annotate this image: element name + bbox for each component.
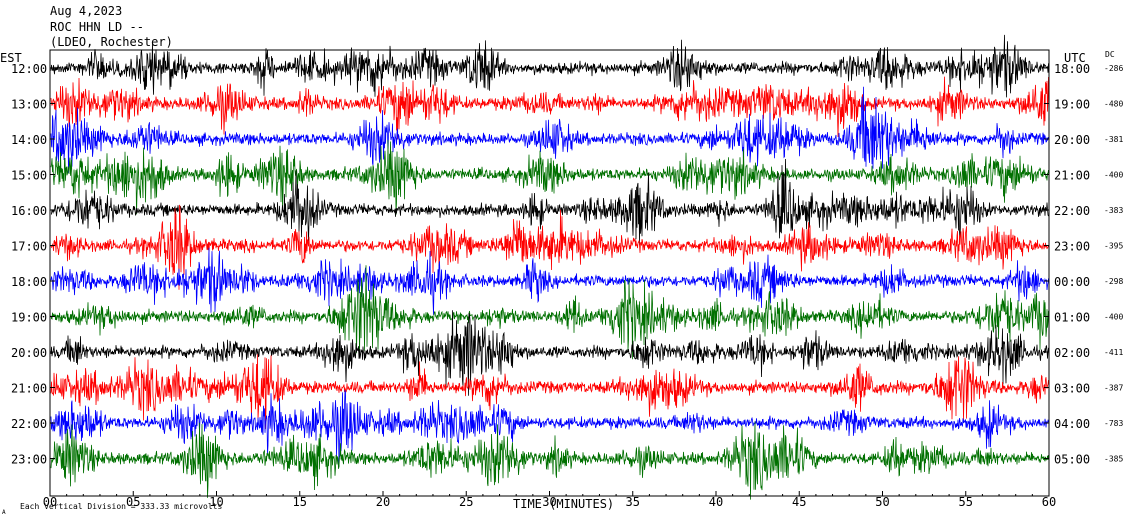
seismic-trace (50, 390, 1049, 467)
utc-time-label: 05:00 (1054, 453, 1090, 467)
utc-axis-label: UTC (1064, 51, 1086, 65)
utc-time-label: 03:00 (1054, 382, 1090, 396)
est-time-label: 19:00 (11, 311, 47, 325)
utc-time-label: 22:00 (1054, 204, 1090, 218)
est-time-label: 17:00 (11, 240, 47, 254)
date-label: Aug 4,2023 (50, 4, 122, 18)
seismic-traces (50, 34, 1049, 500)
x-tick-label: 45 (792, 495, 806, 509)
x-tick-label: 35 (626, 495, 640, 509)
seismic-trace (50, 265, 1049, 360)
est-axis-label: EST (0, 51, 22, 65)
est-time-label: 14:00 (11, 133, 47, 147)
seismic-trace (50, 354, 1049, 430)
est-time-label: 22:00 (11, 417, 47, 431)
x-tick-label: 50 (875, 495, 889, 509)
seismic-trace (50, 139, 1049, 215)
dc-offset-label: -383 (1104, 206, 1123, 215)
x-tick-label: 05 (126, 495, 140, 509)
utc-time-label: 23:00 (1054, 240, 1090, 254)
x-tick-label: 30 (542, 495, 556, 509)
utc-time-label: 18:00 (1054, 62, 1090, 76)
est-time-label: 12:00 (11, 62, 47, 76)
dc-offset-label: -411 (1104, 348, 1123, 357)
dc-offset-label: -480 (1104, 100, 1123, 109)
utc-time-label: 21:00 (1054, 169, 1090, 183)
seismic-trace (50, 204, 1049, 290)
dc-offset-label: -385 (1104, 455, 1123, 464)
utc-time-label: 00:00 (1054, 275, 1090, 289)
x-axis-title: TIME (MINUTES) (513, 497, 614, 511)
utc-time-label: 04:00 (1054, 417, 1090, 431)
est-time-label: 15:00 (11, 169, 47, 183)
dc-offset-label: -395 (1104, 242, 1123, 251)
x-tick-label: 00 (43, 495, 57, 509)
est-time-label: 13:00 (11, 98, 47, 112)
dc-offset-label: -400 (1104, 313, 1123, 322)
dc-label: DC (1105, 50, 1115, 59)
corner-mark: A (2, 509, 6, 516)
est-time-label: 20:00 (11, 346, 47, 360)
utc-time-label: 02:00 (1054, 346, 1090, 360)
dc-offset-label: -381 (1104, 135, 1123, 144)
utc-time-label: 19:00 (1054, 98, 1090, 112)
network-label: (LDEO, Rochester) (50, 35, 173, 49)
seismic-trace (50, 421, 1049, 500)
est-time-label: 23:00 (11, 453, 47, 467)
dc-offset-label: -400 (1104, 171, 1123, 180)
station-label: ROC HHN LD -- (50, 20, 144, 34)
x-tick-label: 15 (293, 495, 307, 509)
dc-offset-label: -286 (1104, 64, 1123, 73)
scale-note: Each Vertical Division = 333.33 microvol… (20, 502, 222, 511)
est-time-label: 18:00 (11, 275, 47, 289)
dc-offset-label: -298 (1104, 277, 1123, 286)
dc-offset-label: -783 (1104, 419, 1123, 428)
x-tick-label: 40 (709, 495, 723, 509)
dc-offset-label: -387 (1104, 384, 1123, 393)
seismic-trace (50, 86, 1049, 174)
utc-time-label: 20:00 (1054, 133, 1090, 147)
x-tick-label: 10 (209, 495, 223, 509)
est-time-label: 16:00 (11, 204, 47, 218)
seismic-trace (50, 310, 1049, 396)
x-tick-label: 20 (376, 495, 390, 509)
x-tick-label: 60 (1042, 495, 1056, 509)
x-axis: 00 05 10 15 20 25 30 35 40 45 50 55 60 (43, 491, 1056, 509)
seismic-trace (50, 34, 1049, 98)
row-labels: 12:00 18:00 -286 13:00 19:00 -480 14:00 20:00 -3… (11, 62, 1123, 467)
x-tick-label: 25 (459, 495, 473, 509)
x-tick-label: 55 (959, 495, 973, 509)
seismic-trace (50, 158, 1049, 246)
est-time-label: 21:00 (11, 382, 47, 396)
seismic-trace (50, 247, 1049, 315)
utc-time-label: 01:00 (1054, 311, 1090, 325)
seismic-trace (50, 76, 1049, 140)
